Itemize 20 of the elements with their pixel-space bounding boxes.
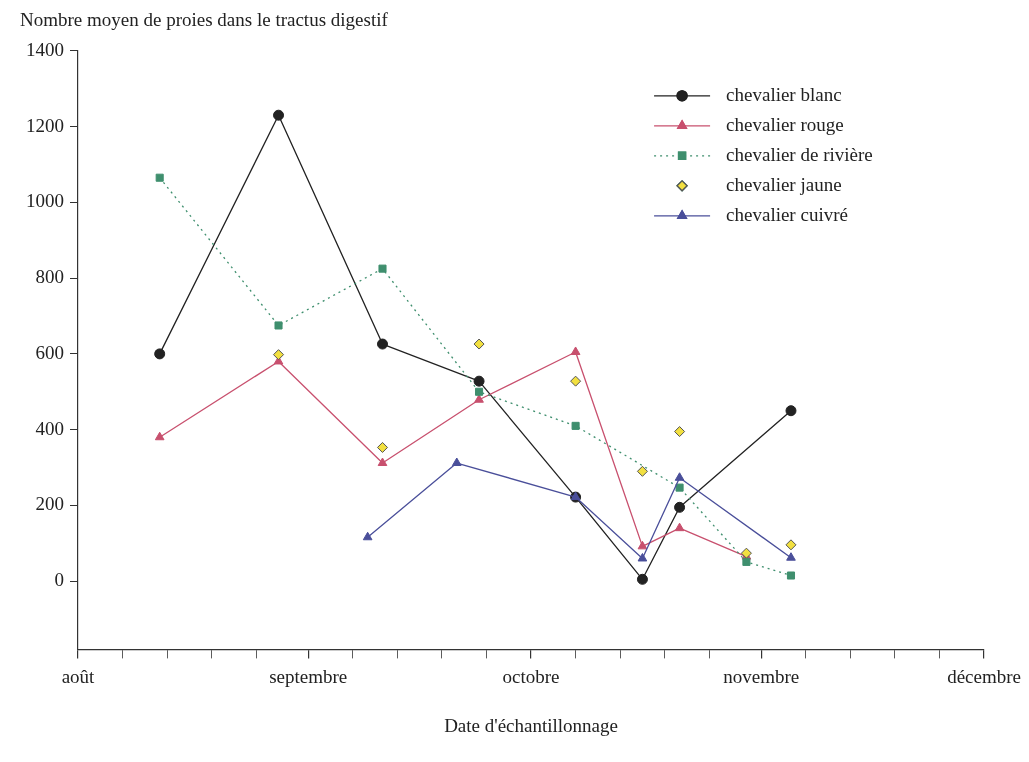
x-tick-label: octobre bbox=[502, 665, 560, 687]
x-tick-label: décembre bbox=[947, 665, 1021, 687]
x-axis-title: Date d'échantillonnage bbox=[444, 714, 618, 736]
legend-label: chevalier blanc bbox=[726, 83, 842, 105]
legend-label: chevalier jaune bbox=[726, 173, 842, 195]
legend-label: chevalier rouge bbox=[726, 113, 844, 135]
x-tick-label: novembre bbox=[723, 665, 800, 687]
y-tick-label: 1400 bbox=[26, 38, 64, 60]
y-tick-label: 1000 bbox=[26, 190, 64, 212]
y-axis-title: Nombre moyen de proies dans le tractus digestif bbox=[20, 9, 389, 31]
y-tick-label: 0 bbox=[54, 569, 64, 591]
y-tick-label: 400 bbox=[35, 417, 64, 439]
legend-label: chevalier de rivière bbox=[726, 143, 873, 165]
y-tick-label: 600 bbox=[35, 341, 64, 363]
y-tick-label: 800 bbox=[35, 266, 64, 288]
x-tick-label: septembre bbox=[269, 665, 348, 687]
legend-label: chevalier cuivré bbox=[726, 203, 848, 225]
x-tick-label: août bbox=[61, 665, 96, 687]
y-tick-label: 1200 bbox=[26, 114, 64, 136]
y-tick-label: 200 bbox=[35, 493, 64, 515]
